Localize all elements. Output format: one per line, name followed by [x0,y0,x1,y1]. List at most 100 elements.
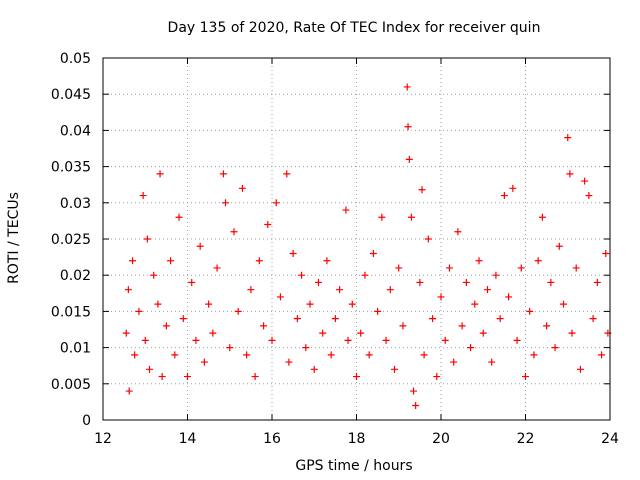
data-point [310,365,318,373]
data-point [353,373,360,381]
data-point [471,300,479,308]
data-point [598,351,606,359]
data-point [200,358,208,366]
data-point [171,351,179,359]
data-point [196,242,204,250]
data-point [131,351,139,359]
data-point [205,300,213,308]
data-point [475,257,483,265]
data-point [407,213,415,221]
data-point [382,336,390,344]
data-point [158,373,166,381]
data-point [154,300,162,308]
data-point [230,228,238,236]
data-point [555,242,563,250]
data-point [150,271,158,279]
data-point [327,351,335,359]
data-point [129,257,137,265]
data-point [492,271,500,279]
data-point [566,170,574,178]
data-point [251,373,259,381]
data-point [264,221,272,229]
data-point [399,322,407,330]
data-point [289,249,297,257]
y-axis-label: ROTI / TECUs [6,192,22,284]
data-point [538,213,546,221]
data-point [505,293,513,301]
data-point [247,286,255,294]
data-point [365,351,373,359]
data-point [445,264,453,272]
y-tick-label: 0.03 [60,196,91,212]
chart-title: Day 135 of 2020, Rate Of TEC Index for r… [168,20,541,36]
data-point [433,373,441,381]
data-point [517,264,525,272]
data-point [513,336,521,344]
data-point [319,329,327,337]
data-point [306,300,314,308]
data-point [276,293,284,301]
data-point [410,387,418,395]
data-point [585,192,593,200]
x-tick-label: 14 [179,431,197,447]
data-point [272,199,280,207]
data-point [454,228,462,236]
y-tick-label: 0.02 [60,268,91,284]
data-point [403,83,411,91]
data-point [175,213,183,221]
data-point [560,300,568,308]
data-point [568,329,576,337]
data-point [589,315,597,323]
y-tick-label: 0.035 [51,160,91,176]
data-point [162,322,170,330]
y-tick-label: 0.005 [51,377,91,393]
data-point [450,358,458,366]
data-point [145,365,153,373]
data-point [331,315,339,323]
data-point [404,123,412,131]
data-point [283,170,291,178]
data-point [122,329,130,337]
x-tick-label: 16 [263,431,281,447]
data-point [418,186,426,194]
data-point [298,271,306,279]
data-point [314,278,322,286]
data-point [458,322,466,330]
data-point [581,177,589,185]
data-point [179,315,187,323]
data-point [184,373,191,381]
data-point [534,257,542,265]
data-point [543,322,551,330]
data-point [293,315,301,323]
data-point [437,293,445,301]
data-point [255,257,263,265]
data-point [441,336,449,344]
data-point [348,300,356,308]
data-point [488,358,496,366]
data-point [483,286,491,294]
data-point [420,351,428,359]
y-tick-labels: 0 0.005 0.01 0.015 0.02 0.025 0.03 0.035 0.04 0.0… [51,51,91,429]
data-point [564,134,572,142]
y-tick-label: 0.045 [51,87,91,103]
data-point [357,329,365,337]
data-point [576,365,584,373]
data-point [188,278,196,286]
data-point [496,315,504,323]
data-point [462,278,470,286]
data-point [378,213,386,221]
y-tick-label: 0.015 [51,304,91,320]
data-point [234,307,242,315]
data-point [141,336,149,344]
data-point [213,264,221,272]
data-point [500,192,508,200]
axis-ticks [102,57,611,421]
x-tick-label: 12 [94,431,112,447]
data-point [572,264,580,272]
data-point [260,322,268,330]
data-point [412,402,420,410]
data-point [243,351,251,359]
data-point [344,336,352,344]
data-point [167,257,175,265]
